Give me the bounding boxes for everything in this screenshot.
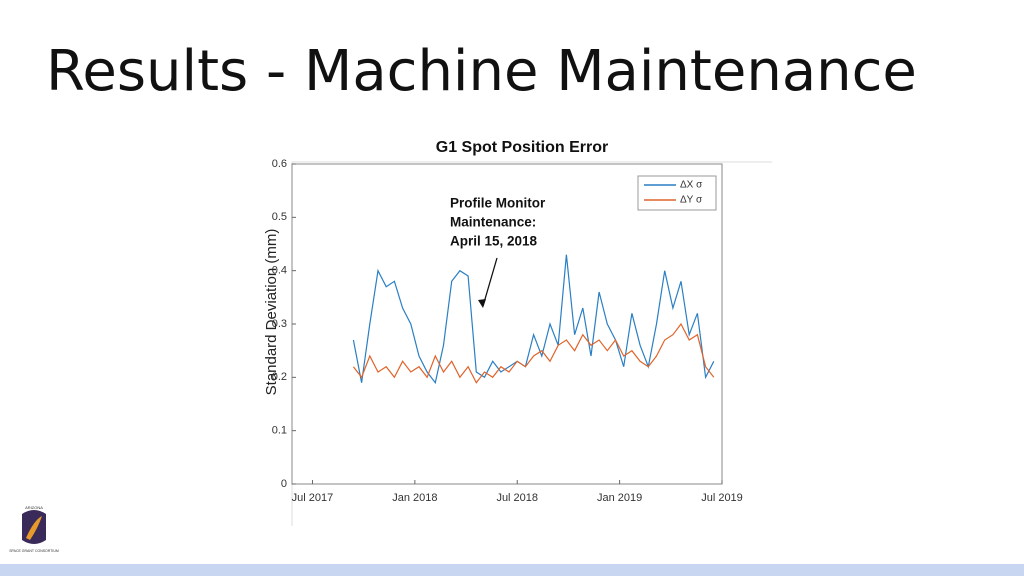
logo-text: ARIZONA xyxy=(25,505,43,510)
x-tick-label: Jul 2019 xyxy=(701,492,743,504)
x-tick-label: Jan 2018 xyxy=(392,492,437,504)
annotation: Profile Monitor Maintenance: April 15, 201… xyxy=(450,196,546,249)
y-tick-label: 0 xyxy=(281,478,287,490)
legend-label: ΔX σ xyxy=(680,180,703,191)
y-tick-label: 0.2 xyxy=(272,371,287,383)
annotation-line: Maintenance: xyxy=(450,215,536,230)
y-tick-label: 0.1 xyxy=(272,425,287,437)
arrow-head xyxy=(478,299,486,308)
annotation-line: Profile Monitor xyxy=(450,196,546,211)
logo-text: SPACE GRANT CONSORTIUM xyxy=(9,549,59,553)
legend-box xyxy=(637,175,717,211)
logo: ARIZONA SPACE GRANT CONSORTIUM xyxy=(9,505,59,553)
y-tick-label: 0.5 xyxy=(272,211,287,223)
y-tick-label: 0.3 xyxy=(272,318,287,330)
legend-label: ΔY σ xyxy=(680,195,703,206)
x-tick-label: Jul 2018 xyxy=(496,492,538,504)
y-tick-label: 0.6 xyxy=(272,158,287,170)
slide-title: Results - Machine Maintenance xyxy=(46,39,917,104)
logo-flame xyxy=(26,516,42,540)
series-line xyxy=(352,254,715,385)
x-tick-label: Jul 2017 xyxy=(292,492,334,504)
chart-background xyxy=(292,162,772,526)
chart-title: G1 Spot Position Error xyxy=(436,139,608,156)
footer-bar xyxy=(0,564,1024,576)
annotation-arrow xyxy=(482,257,498,307)
series-line xyxy=(352,322,715,384)
annotation-line: April 15, 2018 xyxy=(450,234,538,249)
x-tick-label: Jan 2019 xyxy=(597,492,642,504)
y-tick-label: 0.4 xyxy=(272,265,287,277)
y-axis-label: Standard Deviation (mm) xyxy=(263,229,280,396)
